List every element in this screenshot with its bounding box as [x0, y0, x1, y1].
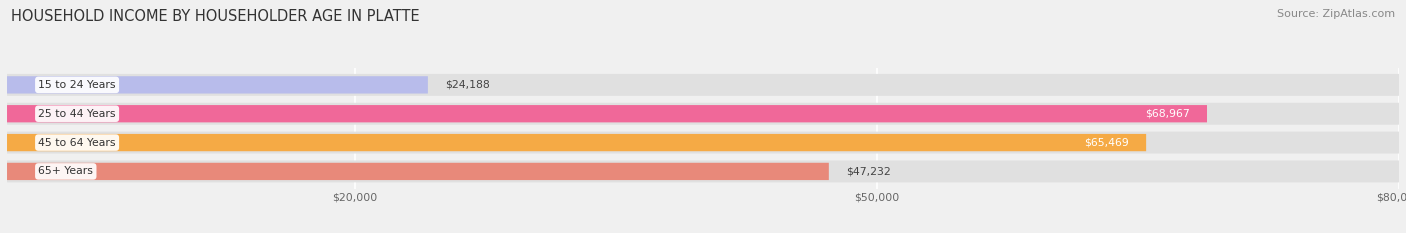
FancyBboxPatch shape — [7, 103, 1399, 125]
Text: Source: ZipAtlas.com: Source: ZipAtlas.com — [1277, 9, 1395, 19]
FancyBboxPatch shape — [7, 163, 828, 180]
Text: $24,188: $24,188 — [446, 80, 491, 90]
FancyBboxPatch shape — [7, 161, 1399, 182]
Text: 45 to 64 Years: 45 to 64 Years — [38, 137, 115, 147]
FancyBboxPatch shape — [7, 76, 427, 93]
Text: $65,469: $65,469 — [1084, 137, 1129, 147]
FancyBboxPatch shape — [7, 105, 1206, 122]
Text: HOUSEHOLD INCOME BY HOUSEHOLDER AGE IN PLATTE: HOUSEHOLD INCOME BY HOUSEHOLDER AGE IN P… — [11, 9, 420, 24]
FancyBboxPatch shape — [7, 132, 1399, 154]
Text: 15 to 24 Years: 15 to 24 Years — [38, 80, 115, 90]
Text: $68,967: $68,967 — [1144, 109, 1189, 119]
FancyBboxPatch shape — [7, 134, 1146, 151]
Text: 65+ Years: 65+ Years — [38, 166, 93, 176]
Text: $47,232: $47,232 — [846, 166, 891, 176]
FancyBboxPatch shape — [7, 74, 1399, 96]
Text: 25 to 44 Years: 25 to 44 Years — [38, 109, 115, 119]
